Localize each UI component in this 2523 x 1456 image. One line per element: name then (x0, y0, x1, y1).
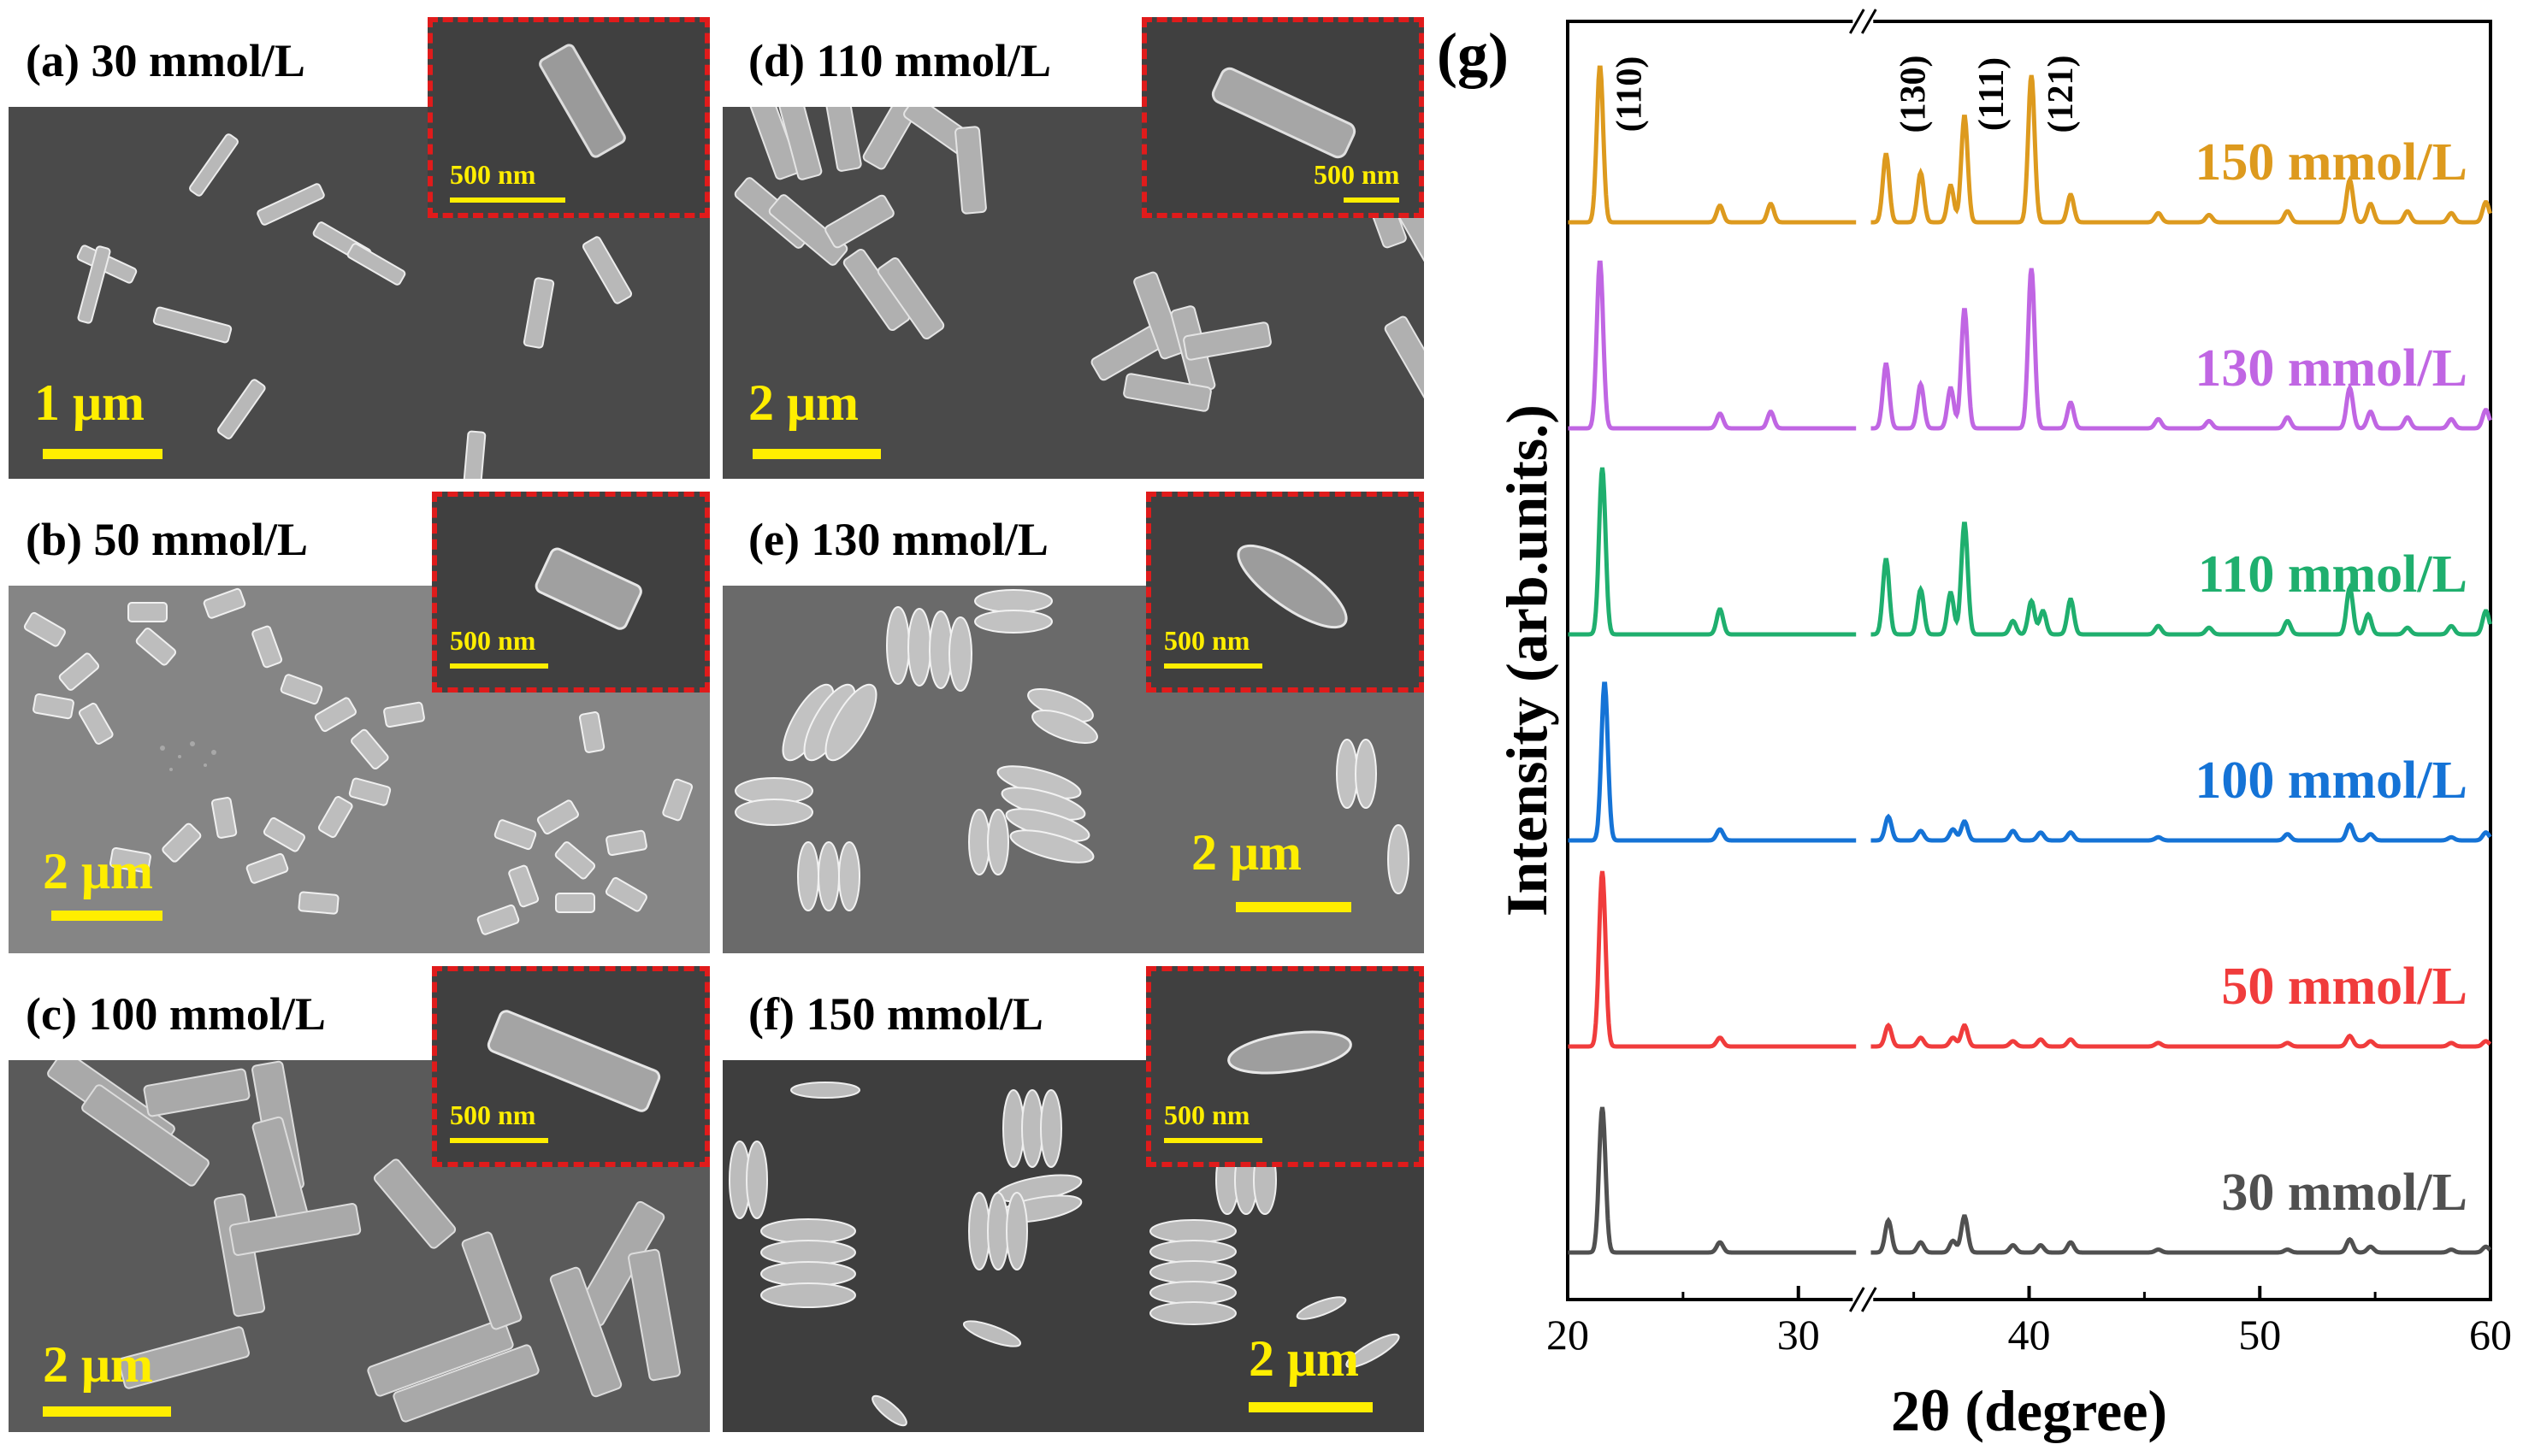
sem-particles-c (47, 1060, 681, 1423)
inset-particle-f (1227, 1030, 1352, 1075)
panel-e: 2 μm (e) 130 mmol/L 500 nm (723, 492, 1424, 953)
inset-scale-label-e: 500 nm (1164, 625, 1250, 656)
scale-bar-d (753, 449, 881, 459)
xrd-series-line (1870, 813, 2492, 843)
scale-label-c: 2 μm (43, 1336, 153, 1393)
xrd-series-line (1568, 467, 1857, 637)
inset-particle-c (487, 1010, 661, 1112)
panel-b: 2 μm (b) 50 mmol/L 500 nm (9, 492, 710, 953)
xrd-series-line (1568, 260, 1857, 431)
xrd-series-line (1568, 65, 1857, 225)
panel-label-d: (d) 110 mmol/L (748, 35, 1052, 86)
scale-bar-a (43, 449, 162, 459)
axis-break-mark (1860, 1287, 1877, 1312)
scale-label-a: 1 μm (34, 374, 145, 431)
xrd-series-line (1870, 74, 2492, 225)
panel-label-e: (e) 130 mmol/L (748, 514, 1049, 565)
x-tick-label: 20 (1546, 1311, 1589, 1359)
inset-scale-label-d: 500 nm (1314, 159, 1400, 190)
x-tick-label: 50 (2238, 1311, 2281, 1359)
scale-bar-e (1236, 902, 1351, 912)
inset-particle-d (1211, 67, 1356, 159)
inset-scale-bar-b (450, 663, 548, 669)
inset-c: 500 nm (432, 966, 710, 1167)
panel-label-g: (g) (1437, 21, 1509, 89)
scale-label-f: 2 μm (1249, 1330, 1359, 1387)
xrd-series-line (1870, 1214, 2492, 1255)
scale-label-e: 2 μm (1191, 824, 1302, 881)
scale-bar-b (51, 911, 162, 921)
xrd-series-line (1568, 1106, 1857, 1255)
panel-c: 2 μm (c) 100 mmol/L 500 nm (9, 966, 710, 1432)
series-label: 30 mmol/L (2221, 1164, 2467, 1222)
axis-break-mark (1848, 1287, 1865, 1312)
peak-label: (111) (1972, 57, 2012, 131)
panel-label-c: (c) 100 mmol/L (26, 988, 326, 1040)
scale-label-d: 2 μm (748, 374, 859, 431)
series-label: 110 mmol/L (2198, 545, 2467, 604)
inset-scale-label-c: 500 nm (450, 1099, 536, 1130)
panel-label-b: (b) 50 mmol/L (26, 514, 308, 565)
sem-particles-f (729, 1082, 1400, 1427)
inset-scale-label-a: 500 nm (450, 159, 536, 190)
x-axis-label: 2θ (degree) (1891, 1378, 2167, 1443)
sem-particles-a (76, 133, 633, 479)
inset-scale-bar-d (1344, 197, 1399, 203)
scale-bar-f (1249, 1402, 1373, 1412)
inset-particle-e (1237, 544, 1348, 629)
panel-f: 2 μm (f) 150 mmol/L 500 nm (723, 966, 1424, 1432)
series-label: 50 mmol/L (2221, 958, 2467, 1016)
xrd-series-line (1870, 1022, 2492, 1049)
scale-bar-c (43, 1406, 171, 1417)
plot-frame (1566, 20, 2492, 1301)
inset-scale-bar-c (450, 1138, 548, 1143)
inset-particle-a (539, 44, 626, 158)
xrd-series-line (1568, 681, 1857, 843)
inset-d: 500 nm (1142, 17, 1424, 218)
series-label: 100 mmol/L (2195, 752, 2467, 810)
inset-f: 500 nm (1146, 966, 1424, 1167)
peak-label: (121) (2041, 56, 2081, 133)
inset-scale-label-b: 500 nm (450, 625, 536, 656)
peak-label: (110) (1610, 56, 1649, 133)
scale-label-b: 2 μm (43, 843, 153, 899)
panel-a: 1 μm (a) 30 mmol/L 500 nm (9, 13, 710, 479)
inset-a: 500 nm (428, 17, 710, 218)
inset-scale-label-f: 500 nm (1164, 1099, 1250, 1130)
xrd-series-line (1870, 522, 2492, 637)
inset-scale-bar-e (1164, 663, 1262, 669)
panel-d: 2 μm (d) 110 mmol/L 500 nm (723, 13, 1424, 479)
inset-scale-bar-a (450, 197, 565, 203)
axis-break-mark (1848, 9, 1865, 34)
x-tick-label: 40 (2008, 1311, 2051, 1359)
sem-particles-d (734, 107, 1424, 412)
x-tick-label: 30 (1777, 1311, 1820, 1359)
inset-scale-bar-f (1164, 1138, 1262, 1143)
xrd-series-line (1870, 268, 2492, 431)
panel-label-a: (a) 30 mmol/L (26, 35, 305, 86)
inset-b: 500 nm (432, 492, 710, 693)
peak-label: (130) (1894, 56, 1933, 133)
y-axis-label: Intensity (arb.units.) (1494, 404, 1559, 917)
inset-e: 500 nm (1146, 492, 1424, 693)
sem-image-f: 2 μm (723, 1060, 1424, 1432)
x-tick-label: 60 (2469, 1311, 2512, 1359)
sem-particles-b (23, 587, 694, 935)
series-label: 150 mmol/L (2195, 133, 2467, 192)
xrd-series-line (1568, 870, 1857, 1049)
series-label: 130 mmol/L (2195, 339, 2467, 398)
inset-particle-b (535, 547, 642, 630)
axis-break-mark (1860, 9, 1877, 34)
panel-label-f: (f) 150 mmol/L (748, 988, 1043, 1040)
